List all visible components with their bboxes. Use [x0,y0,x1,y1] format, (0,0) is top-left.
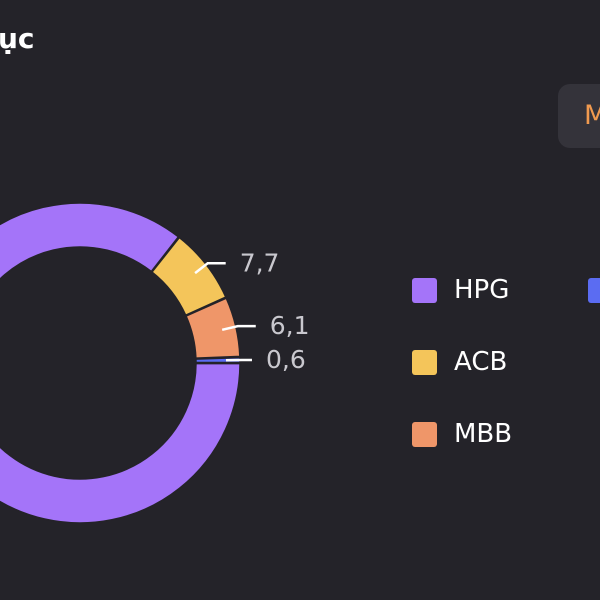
slice-acb[interactable] [150,236,227,317]
slice-mbb[interactable] [185,297,241,359]
legend-label-hpg: HPG [454,275,510,305]
legend-item-hpg[interactable]: HPG [412,275,509,305]
legend-item-acb[interactable]: ACB [412,347,507,377]
page-title: ục [0,22,35,55]
slice-hpg[interactable] [0,202,241,524]
legend-swatch-acb [412,349,437,375]
tab-button[interactable]: M [558,84,600,148]
legend-label-mbb: MBB [454,419,513,449]
legend-swatch-other [588,277,600,303]
leader-line-acb [194,262,226,275]
legend-swatch-hpg [412,277,437,303]
legend-item-other[interactable] [588,275,600,305]
leader-line-mbb [221,324,256,332]
legend-item-mbb[interactable]: MBB [412,419,512,449]
data-label-acb: 7,7 [240,248,280,277]
legend-swatch-mbb [412,421,437,447]
slices-layer [0,202,241,524]
labels-layer: 7,7 6,1 0,6 [194,248,310,374]
legend-label-acb: ACB [454,347,508,377]
data-label-mbb: 6,1 [270,311,310,340]
data-label-other: 0,6 [266,345,306,374]
